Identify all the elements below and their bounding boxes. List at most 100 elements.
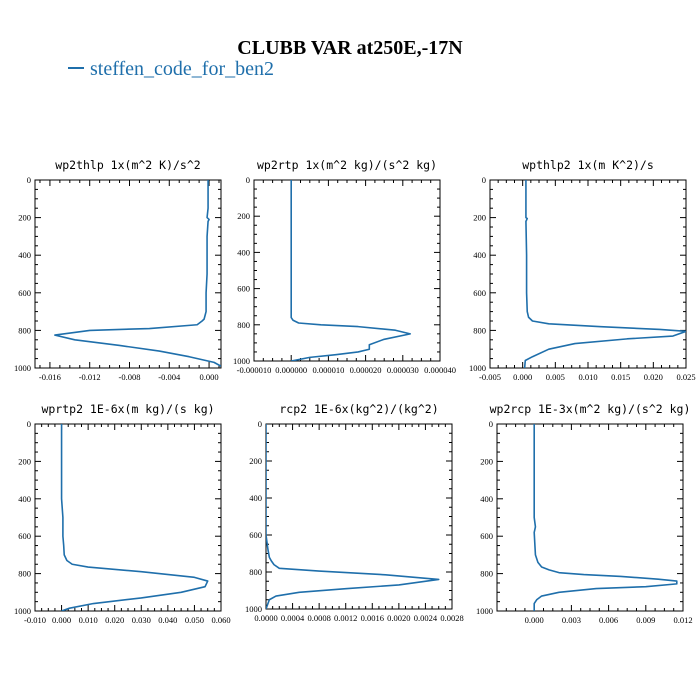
x-tick-label: 0.030 [132, 615, 151, 625]
x-tick-label: 0.0004 [281, 613, 305, 623]
y-tick-label: 800 [237, 320, 250, 330]
x-tick-label: -0.004 [158, 372, 181, 382]
chart-panel-4: wprtp2 1E-6x(m kg)/(s kg) 0 200 400 600 800 10… [14, 402, 231, 625]
x-tick-label: 0.000030 [387, 365, 419, 375]
series-line [266, 424, 440, 609]
chart-panel-2: wp2rtp 1x(m^2 kg)/(s^2 kg) 0 200 400 600 800 1… [233, 158, 456, 375]
chart-panel-6: wp2rcp 1E-3x(m^2 kg)/(s^2 kg) 0 200 400 600 8… [476, 402, 693, 625]
x-tick-label: 0.025 [676, 372, 695, 382]
y-tick-label: 1000 [233, 356, 250, 366]
x-tick-label: 0.000020 [350, 365, 382, 375]
x-tick-label: 0.0008 [307, 613, 330, 623]
x-tick-label: 0.020 [105, 615, 124, 625]
x-tick-label: 0.006 [599, 615, 618, 625]
x-tick-label: 0.0000 [254, 613, 277, 623]
chart-panel-5: rcp2 1E-6x(kg^2)/(kg^2) 0 200 400 600 800 1000… [245, 402, 464, 623]
plot-frame [253, 179, 441, 362]
chart-title: rcp2 1E-6x(kg^2)/(kg^2) [279, 402, 438, 416]
chart-title: wp2rcp 1E-3x(m^2 kg)/(s^2 kg) [490, 402, 691, 416]
x-tick-label: -0.012 [79, 372, 101, 382]
y-tick-label: 800 [473, 325, 486, 335]
y-tick-label: 600 [18, 531, 31, 541]
series-line [533, 424, 678, 611]
x-tick-label: 0.040 [158, 615, 177, 625]
y-tick-label: 1000 [14, 606, 31, 616]
x-tick-label: 0.0016 [361, 613, 384, 623]
y-tick-label: 600 [18, 288, 31, 298]
x-tick-label: 0.0024 [414, 613, 438, 623]
x-tick-label: 0.000 [513, 372, 532, 382]
chart-panel-3: wpthlp2 1x(m K^2)/s 0 200 400 600 800 1000-0.0… [469, 158, 696, 382]
y-tick-label: 200 [480, 456, 493, 466]
x-tick-label: 0.003 [562, 615, 581, 625]
x-tick-label: 0.0020 [387, 613, 410, 623]
y-tick-label: 0 [246, 175, 250, 185]
x-tick-label: 0.000 [200, 372, 219, 382]
y-tick-label: 0 [482, 175, 486, 185]
series-line [523, 180, 686, 368]
y-tick-label: 1000 [245, 604, 262, 614]
chart-title: wpthlp2 1x(m K^2)/s [522, 158, 654, 172]
legend-swatch [68, 67, 84, 70]
x-tick-label: -0.005 [479, 372, 501, 382]
y-tick-label: 200 [18, 213, 31, 223]
x-tick-label: 0.000 [52, 615, 71, 625]
plot-frame [34, 179, 222, 369]
legend-label: steffen_code_for_ben2 [90, 58, 275, 80]
y-tick-label: 600 [249, 530, 262, 540]
chart-title: wprtp2 1E-6x(m kg)/(s kg) [41, 402, 214, 416]
x-tick-label: 0.012 [673, 615, 692, 625]
y-tick-label: 400 [18, 494, 31, 504]
y-tick-label: 400 [473, 250, 486, 260]
y-tick-label: 1000 [469, 363, 486, 373]
chart-title: wp2rtp 1x(m^2 kg)/(s^2 kg) [257, 158, 437, 172]
y-tick-label: 600 [480, 531, 493, 541]
y-tick-label: 1000 [14, 363, 31, 373]
y-tick-label: 0 [27, 419, 31, 429]
y-tick-label: 200 [237, 211, 250, 221]
y-tick-label: 600 [473, 288, 486, 298]
series-line [54, 180, 221, 367]
series-line [60, 424, 209, 611]
y-tick-label: 800 [18, 569, 31, 579]
y-tick-label: 800 [480, 569, 493, 579]
y-tick-label: 0 [27, 175, 31, 185]
page-title: CLUBB VAR at250E,-17N [237, 37, 463, 59]
x-tick-label: -0.008 [119, 372, 141, 382]
x-tick-label: 0.010 [578, 372, 597, 382]
x-tick-label: 0.000010 [312, 365, 344, 375]
y-tick-label: 200 [249, 456, 262, 466]
y-tick-label: 0 [258, 419, 262, 429]
x-tick-label: 0.020 [644, 372, 663, 382]
plot-frame [496, 423, 684, 612]
x-tick-label: -0.000010 [237, 365, 272, 375]
x-tick-label: 0.050 [185, 615, 204, 625]
x-tick-label: 0.0028 [440, 613, 463, 623]
x-tick-label: 0.000040 [424, 365, 456, 375]
y-tick-label: 200 [18, 456, 31, 466]
legend: steffen_code_for_ben2 [68, 57, 274, 81]
x-tick-label: 0.060 [211, 615, 230, 625]
y-tick-label: 800 [249, 567, 262, 577]
y-tick-label: 400 [480, 494, 493, 504]
y-tick-label: 0 [489, 419, 493, 429]
series-line [290, 180, 412, 361]
x-tick-label: 0.000 [525, 615, 544, 625]
y-tick-label: 1000 [476, 606, 493, 616]
y-tick-label: 400 [237, 247, 250, 257]
y-tick-label: 400 [249, 493, 262, 503]
x-tick-label: 0.010 [79, 615, 98, 625]
y-tick-label: 800 [18, 325, 31, 335]
x-tick-label: 0.0012 [334, 613, 357, 623]
y-tick-label: 200 [473, 213, 486, 223]
x-tick-label: 0.009 [636, 615, 655, 625]
plot-frame [489, 179, 687, 369]
x-tick-label: 0.000000 [275, 365, 307, 375]
x-tick-label: 0.015 [611, 372, 630, 382]
x-tick-label: -0.010 [24, 615, 46, 625]
x-tick-label: 0.005 [546, 372, 565, 382]
chart-title: wp2thlp 1x(m^2 K)/s^2 [55, 158, 200, 172]
chart-panel-1: wp2thlp 1x(m^2 K)/s^2 0 200 400 600 800 1000 -0… [14, 158, 222, 382]
x-tick-label: -0.016 [39, 372, 61, 382]
